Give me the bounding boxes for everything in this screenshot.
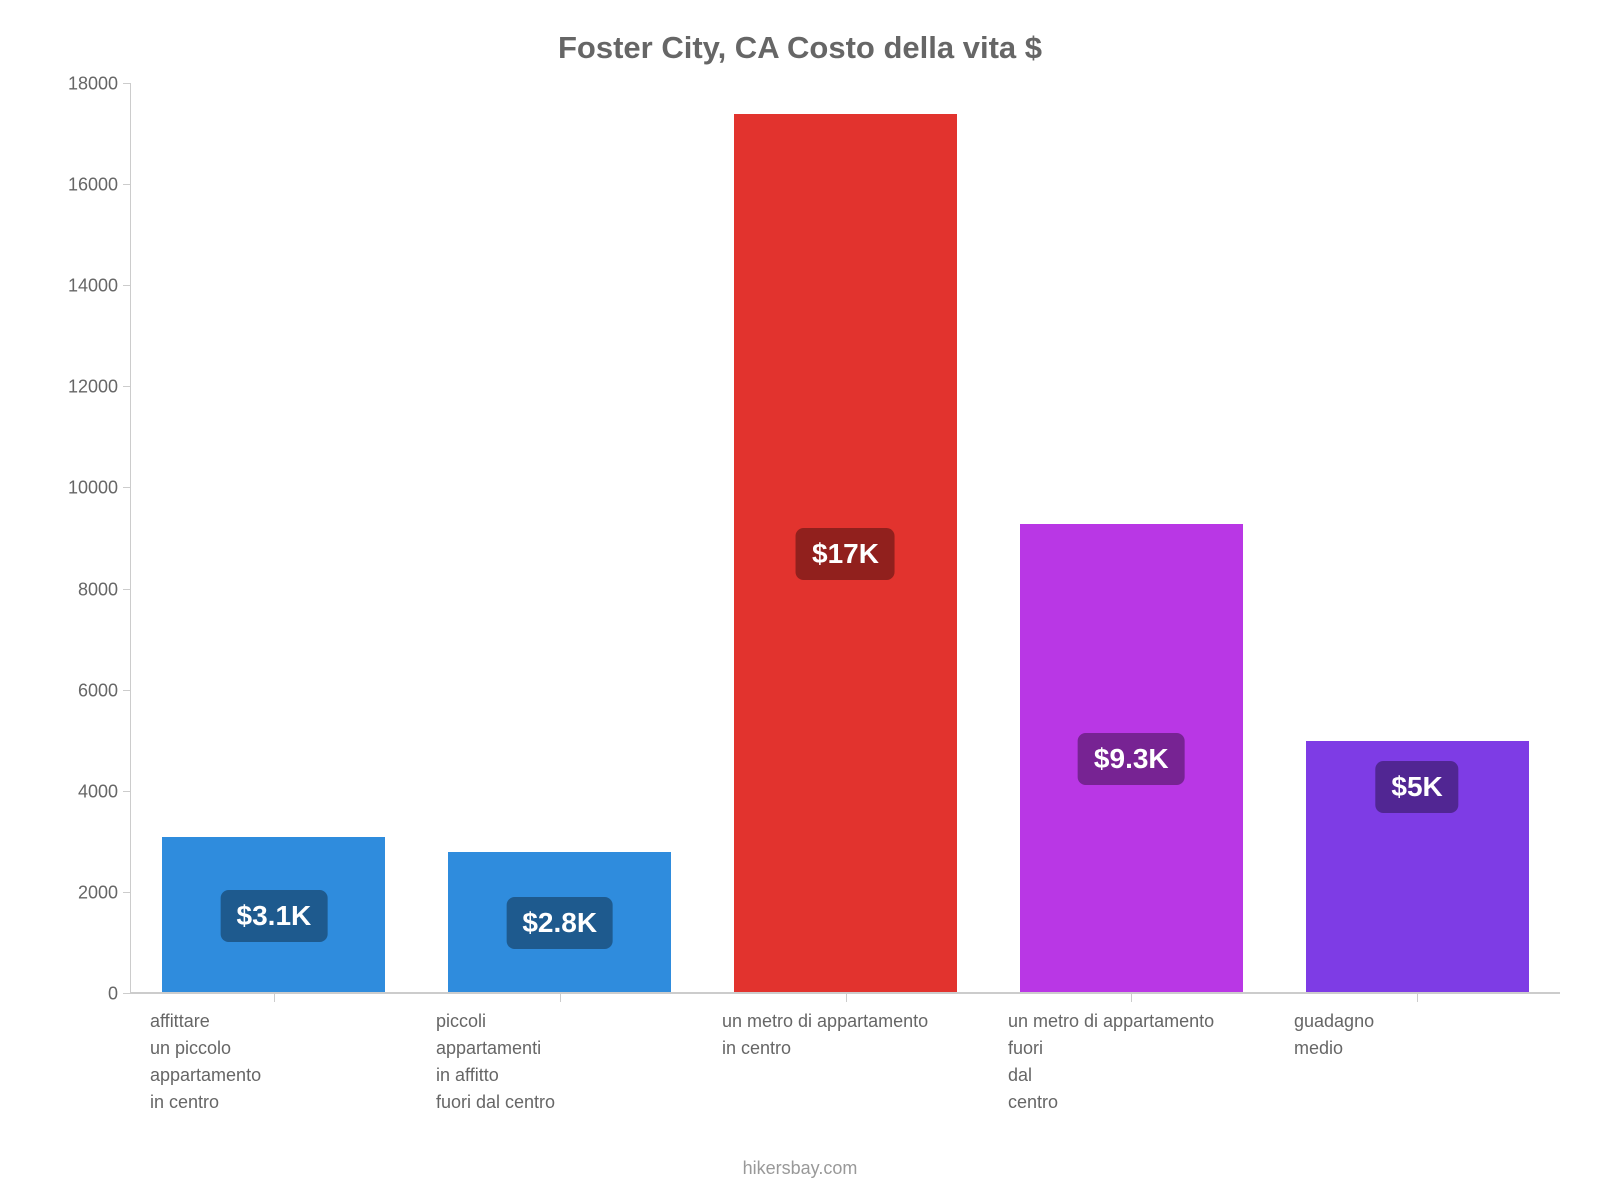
bar: $3.1K bbox=[162, 837, 385, 994]
x-tick-mark bbox=[846, 994, 847, 1002]
bar-value-badge: $5K bbox=[1375, 761, 1458, 813]
x-label: affittare un piccolo appartamento in cen… bbox=[150, 1008, 404, 1116]
y-tick-label: 6000 bbox=[78, 680, 118, 701]
x-label-slot: guadagno medio bbox=[1274, 1008, 1560, 1116]
y-tick-label: 16000 bbox=[68, 175, 118, 196]
bar-slot: $5K bbox=[1274, 84, 1560, 994]
bar-slot: $9.3K bbox=[988, 84, 1274, 994]
y-tick-mark bbox=[123, 285, 131, 286]
y-tick-label: 8000 bbox=[78, 579, 118, 600]
y-tick-mark bbox=[123, 386, 131, 387]
y-tick-mark bbox=[123, 690, 131, 691]
y-tick-label: 4000 bbox=[78, 781, 118, 802]
bar-slot: $17K bbox=[703, 84, 989, 994]
bar: $9.3K bbox=[1020, 524, 1243, 994]
y-tick-mark bbox=[123, 892, 131, 893]
y-tick-mark bbox=[123, 589, 131, 590]
y-tick-label: 0 bbox=[108, 984, 118, 1005]
chart-title: Foster City, CA Costo della vita $ bbox=[40, 30, 1560, 66]
y-tick-mark bbox=[123, 184, 131, 185]
bar: $5K bbox=[1306, 741, 1529, 994]
y-tick-label: 10000 bbox=[68, 478, 118, 499]
plot-row: 0200040006000800010000120001400016000180… bbox=[40, 84, 1560, 994]
bar-value-badge: $9.3K bbox=[1078, 733, 1185, 785]
bars-container: $3.1K $2.8K $17K $9.3K $5K bbox=[131, 84, 1560, 994]
x-tick-mark bbox=[1417, 994, 1418, 1002]
y-tick-label: 12000 bbox=[68, 377, 118, 398]
plot-area: $3.1K $2.8K $17K $9.3K $5K bbox=[130, 84, 1560, 994]
x-tick-mark bbox=[1131, 994, 1132, 1002]
y-tick-mark bbox=[123, 993, 131, 994]
bar-value-badge: $17K bbox=[796, 528, 895, 580]
bar-slot: $3.1K bbox=[131, 84, 417, 994]
credit-text: hikersbay.com bbox=[40, 1158, 1560, 1179]
x-tick-mark bbox=[560, 994, 561, 1002]
x-axis-labels: affittare un piccolo appartamento in cen… bbox=[130, 1008, 1560, 1116]
x-label: piccoli appartamenti in affitto fuori da… bbox=[436, 1008, 690, 1116]
y-tick-label: 2000 bbox=[78, 882, 118, 903]
bar-slot: $2.8K bbox=[417, 84, 703, 994]
x-label: guadagno medio bbox=[1294, 1008, 1548, 1062]
x-label-slot: un metro di appartamento fuori dal centr… bbox=[988, 1008, 1274, 1116]
bar: $2.8K bbox=[448, 852, 671, 994]
x-label-slot: piccoli appartamenti in affitto fuori da… bbox=[416, 1008, 702, 1116]
x-label: un metro di appartamento fuori dal centr… bbox=[1008, 1008, 1262, 1116]
x-tick-mark bbox=[274, 994, 275, 1002]
bar-value-badge: $2.8K bbox=[506, 897, 613, 949]
x-label-slot: affittare un piccolo appartamento in cen… bbox=[130, 1008, 416, 1116]
y-tick-mark bbox=[123, 791, 131, 792]
x-label: un metro di appartamento in centro bbox=[722, 1008, 976, 1062]
y-tick-label: 18000 bbox=[68, 74, 118, 95]
x-label-slot: un metro di appartamento in centro bbox=[702, 1008, 988, 1116]
y-tick-mark bbox=[123, 487, 131, 488]
bar: $17K bbox=[734, 114, 957, 994]
y-tick-mark bbox=[123, 83, 131, 84]
cost-of-living-chart: Foster City, CA Costo della vita $ 0 2000… bbox=[0, 0, 1600, 1200]
y-axis: 0200040006000800010000120001400016000180… bbox=[40, 84, 130, 994]
bar-value-badge: $3.1K bbox=[221, 890, 328, 942]
y-tick-label: 14000 bbox=[68, 276, 118, 297]
